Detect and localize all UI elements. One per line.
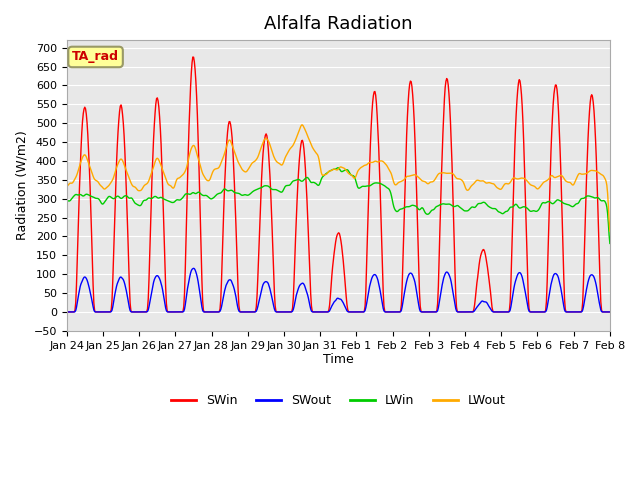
LWout xyxy=(184,161,191,167)
Title: Alfalfa Radiation: Alfalfa Radiation xyxy=(264,15,413,33)
SWin xyxy=(129,309,136,315)
SWout xyxy=(421,309,429,315)
SWin xyxy=(421,309,429,315)
SWout xyxy=(63,309,70,315)
LWout xyxy=(421,179,429,184)
LWout xyxy=(72,173,80,179)
Line: LWin: LWin xyxy=(67,168,610,243)
Line: SWout: SWout xyxy=(67,268,610,312)
LWout xyxy=(212,166,220,172)
SWout xyxy=(184,286,191,291)
SWout xyxy=(606,309,614,315)
LWin xyxy=(63,197,70,203)
LWin xyxy=(129,196,136,202)
LWout xyxy=(63,183,70,189)
SWin xyxy=(184,176,191,181)
LWin xyxy=(421,209,429,215)
LWin xyxy=(606,240,614,246)
LWin xyxy=(212,192,220,198)
SWin xyxy=(72,282,80,288)
LWin xyxy=(184,191,191,197)
Line: SWin: SWin xyxy=(67,57,610,312)
SWout xyxy=(129,309,136,315)
SWin xyxy=(213,309,221,315)
SWin xyxy=(606,309,614,315)
LWout xyxy=(606,228,614,234)
SWin xyxy=(63,309,70,315)
LWin xyxy=(405,204,413,210)
SWin xyxy=(405,88,413,94)
Y-axis label: Radiation (W/m2): Radiation (W/m2) xyxy=(15,131,28,240)
LWout xyxy=(405,173,413,179)
Text: TA_rad: TA_rad xyxy=(72,50,119,63)
LWout xyxy=(298,122,306,128)
SWout xyxy=(405,272,413,277)
SWin xyxy=(189,54,196,60)
SWout xyxy=(72,304,80,310)
Legend: SWin, SWout, LWin, LWout: SWin, SWout, LWin, LWout xyxy=(166,389,511,412)
X-axis label: Time: Time xyxy=(323,353,354,366)
LWin xyxy=(72,192,80,197)
Line: LWout: LWout xyxy=(67,125,610,231)
LWin xyxy=(334,165,342,170)
SWout xyxy=(213,309,221,315)
SWout xyxy=(189,265,197,271)
LWout xyxy=(129,182,136,188)
